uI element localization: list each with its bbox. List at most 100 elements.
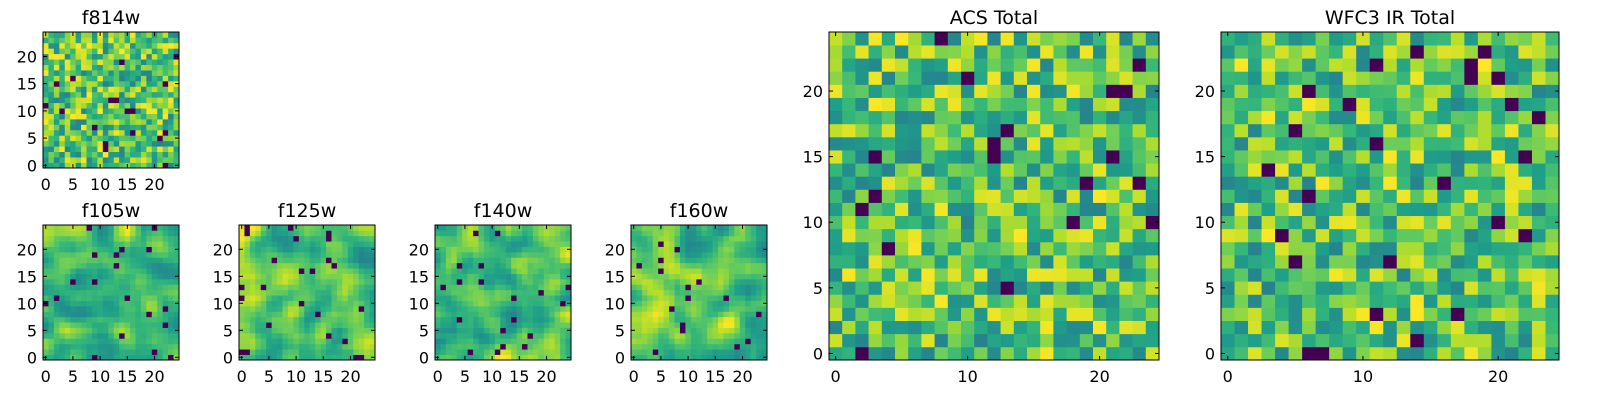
heatmap-cell (1477, 215, 1492, 230)
heatmap-cell (336, 257, 343, 264)
heatmap-cell (734, 252, 741, 258)
heatmap-cell (1450, 71, 1465, 85)
heatmap-cell (347, 241, 354, 247)
heatmap-cell (543, 295, 550, 301)
heatmap-cell (456, 300, 463, 307)
heatmap-cell (505, 322, 512, 328)
heatmap-cell (1132, 110, 1147, 125)
heatmap-cell (1545, 346, 1560, 361)
heatmap-cell (331, 268, 338, 274)
heatmap-cell (669, 279, 675, 285)
heatmap-cell (462, 295, 468, 301)
heatmap-cell (244, 306, 251, 312)
heatmap-cell (1261, 346, 1276, 361)
heatmap-cell (108, 289, 115, 296)
heatmap-cell (1027, 268, 1041, 282)
heatmap-cell (483, 316, 490, 323)
heatmap-cell (987, 110, 1001, 125)
heatmap-cell (489, 279, 496, 285)
heatmap-cell (1450, 294, 1465, 308)
heatmap-cell (478, 333, 485, 339)
heatmap-cell (113, 80, 120, 87)
heatmap-cell (151, 311, 158, 318)
heatmap-cell (696, 252, 703, 258)
heatmap-cell (1013, 333, 1028, 348)
heatmap-cell (282, 225, 289, 231)
heatmap-cell (728, 343, 735, 350)
heatmap-cell (124, 146, 131, 153)
heatmap-cell (1013, 97, 1028, 112)
heatmap-cell (881, 228, 896, 243)
heatmap-cell (881, 163, 896, 177)
heatmap-cell (842, 84, 856, 98)
heatmap-cell (516, 257, 523, 264)
heatmap-cell (1396, 320, 1411, 335)
heatmap-cell (750, 322, 757, 328)
heatmap-cell (908, 150, 922, 164)
heatmap-cell (59, 75, 66, 82)
x-tick-label: 15 (117, 367, 137, 386)
heatmap-cell (1221, 281, 1235, 295)
heatmap-cell (679, 349, 686, 355)
heatmap-cell (70, 70, 76, 76)
heatmap-cell (146, 32, 153, 38)
heatmap-cell (1027, 71, 1041, 85)
heatmap-cell (113, 225, 120, 231)
heatmap-cell (1066, 97, 1081, 112)
heatmap-cell (353, 230, 360, 237)
heatmap-cell (140, 322, 147, 328)
heatmap-cell (750, 252, 757, 258)
heatmap-cell (456, 306, 463, 312)
heatmap-cell (364, 246, 370, 253)
heatmap-cell (1261, 71, 1276, 85)
heatmap-cell (734, 235, 741, 242)
heatmap-cell (157, 289, 164, 296)
heatmap-cell (113, 59, 120, 65)
heatmap-cell (102, 289, 109, 296)
heatmap-cell (157, 157, 164, 163)
heatmap-cell (140, 151, 147, 158)
heatmap-cell (1013, 189, 1028, 203)
heatmap-cell (435, 322, 441, 328)
heatmap-cell (701, 230, 708, 237)
heatmap-cell (249, 284, 256, 291)
heatmap-cell (505, 262, 512, 269)
heatmap-cell (1079, 150, 1094, 164)
heatmap-cell (119, 64, 125, 71)
heatmap-cell (696, 327, 703, 334)
heatmap-cell (53, 333, 60, 339)
heatmap-cell (712, 338, 719, 345)
heatmap-cell (271, 268, 278, 274)
heatmap-cell (641, 289, 648, 296)
heatmap-cell (868, 123, 883, 138)
heatmap-cell (961, 123, 975, 138)
heatmap-cell (255, 225, 262, 231)
heatmap-cell (478, 295, 485, 301)
heatmap-cell (696, 246, 703, 253)
heatmap-cell (86, 230, 93, 237)
heatmap-cell (1145, 307, 1160, 321)
heatmap-cell (277, 241, 283, 247)
heatmap-cell (674, 333, 681, 339)
heatmap-cell (756, 311, 762, 318)
heatmap-cell (309, 333, 316, 339)
heatmap-cell (467, 333, 474, 339)
heatmap-cell (1000, 45, 1015, 59)
heatmap-cell (157, 230, 164, 237)
heatmap-cell (456, 225, 463, 231)
heatmap-cell (75, 338, 82, 345)
heatmap-cell (1329, 150, 1344, 164)
heatmap-cell (934, 84, 949, 98)
heatmap-cell (674, 327, 681, 334)
heatmap-cell (1288, 71, 1303, 85)
heatmap-cell (43, 86, 49, 93)
heatmap-cell (358, 295, 365, 301)
heatmap-cell (440, 241, 447, 247)
heatmap-cell (565, 295, 572, 301)
heatmap-cell (130, 151, 136, 158)
heatmap-cell (81, 53, 87, 60)
heatmap-cell (146, 327, 153, 334)
heatmap-cell (445, 230, 452, 237)
heatmap-cell (674, 338, 681, 345)
heatmap-cell (59, 80, 66, 87)
